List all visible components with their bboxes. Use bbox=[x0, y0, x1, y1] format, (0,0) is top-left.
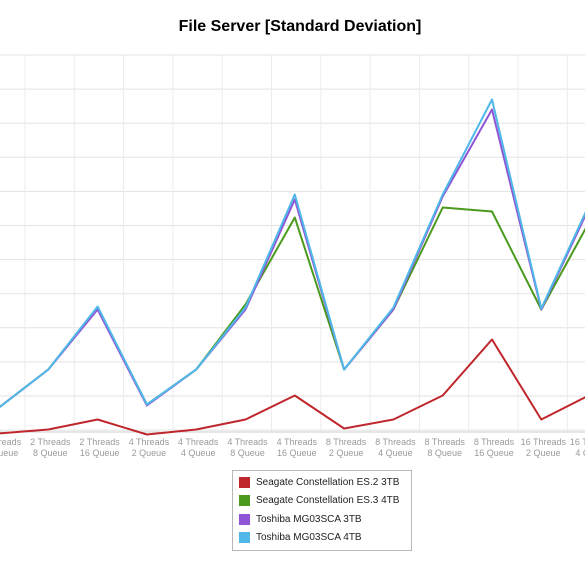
x-tick-label: 4 Threads 2 Queue bbox=[129, 437, 170, 458]
vertical-gridlines bbox=[0, 55, 585, 433]
x-tick-label: 2 Threads 16 Queue bbox=[79, 437, 120, 458]
x-tick-label: 4 Threads 8 Queue bbox=[227, 437, 268, 458]
series-line-1 bbox=[0, 206, 585, 408]
x-tick-label: 2 Threads 8 Queue bbox=[30, 437, 71, 458]
series-line-0 bbox=[0, 338, 585, 436]
legend-item[interactable]: Toshiba MG03SCA 3TB bbox=[233, 510, 411, 529]
legend-swatch bbox=[239, 513, 250, 525]
x-tick-label: 8 Threads 2 Queue bbox=[326, 437, 367, 458]
x-tick-label: 4 Threads 4 Queue bbox=[178, 437, 219, 458]
chart-title: File Server [Standard Deviation] bbox=[178, 18, 422, 35]
x-tick-label: 4 Threads 16 Queue bbox=[277, 437, 318, 458]
x-tick-label: 16 Threads 2 Queue bbox=[521, 437, 567, 458]
legend-label: Seagate Constellation ES.2 3TB bbox=[256, 476, 400, 488]
legend-swatch bbox=[239, 532, 250, 544]
legend-item[interactable]: Seagate Constellation ES.3 4TB bbox=[233, 492, 411, 511]
legend-label: Toshiba MG03SCA 4TB bbox=[256, 532, 362, 544]
series-line-3 bbox=[0, 98, 585, 408]
legend: Seagate Constellation ES.2 3TB Seagate Co… bbox=[232, 470, 412, 551]
x-tick-label: 8 Threads 4 Queue bbox=[375, 437, 416, 458]
legend-swatch bbox=[239, 476, 250, 488]
series-line-2 bbox=[0, 108, 585, 408]
legend-item[interactable]: Seagate Constellation ES.2 3TB bbox=[233, 473, 411, 492]
x-tick-label: 8 Threads 8 Queue bbox=[425, 437, 466, 458]
x-tick-label: 8 Threads 16 Queue bbox=[474, 437, 515, 458]
legend-label: Toshiba MG03SCA 3TB bbox=[256, 513, 362, 525]
series-lines bbox=[0, 98, 585, 436]
legend-item[interactable]: Toshiba MG03SCA 4TB bbox=[233, 529, 411, 548]
legend-swatch bbox=[239, 495, 250, 507]
horizontal-gridlines bbox=[0, 54, 585, 431]
legend-label: Seagate Constellation ES.3 4TB bbox=[256, 495, 400, 507]
